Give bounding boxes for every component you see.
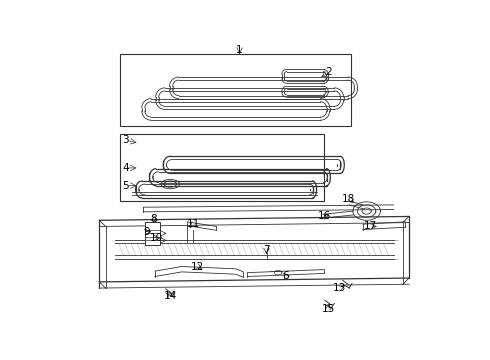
Bar	[145, 222, 160, 245]
Text: 7: 7	[263, 244, 270, 255]
Text: 5: 5	[122, 181, 129, 191]
Bar	[120, 134, 324, 201]
Text: 2: 2	[325, 67, 332, 77]
Text: 1: 1	[236, 45, 243, 55]
Text: 11: 11	[187, 219, 200, 229]
Text: 14: 14	[164, 291, 177, 301]
Text: 15: 15	[321, 304, 335, 314]
Text: 12: 12	[191, 261, 204, 271]
Text: 6: 6	[282, 271, 289, 281]
Bar	[120, 54, 351, 126]
Text: 9: 9	[144, 227, 150, 237]
Text: 10: 10	[150, 233, 163, 243]
Text: 3: 3	[122, 135, 129, 145]
Text: 16: 16	[318, 211, 331, 221]
Text: 8: 8	[150, 214, 157, 224]
Text: 13: 13	[333, 283, 346, 293]
Text: 17: 17	[364, 221, 377, 231]
Text: 4: 4	[122, 163, 129, 173]
Text: 18: 18	[343, 194, 356, 204]
